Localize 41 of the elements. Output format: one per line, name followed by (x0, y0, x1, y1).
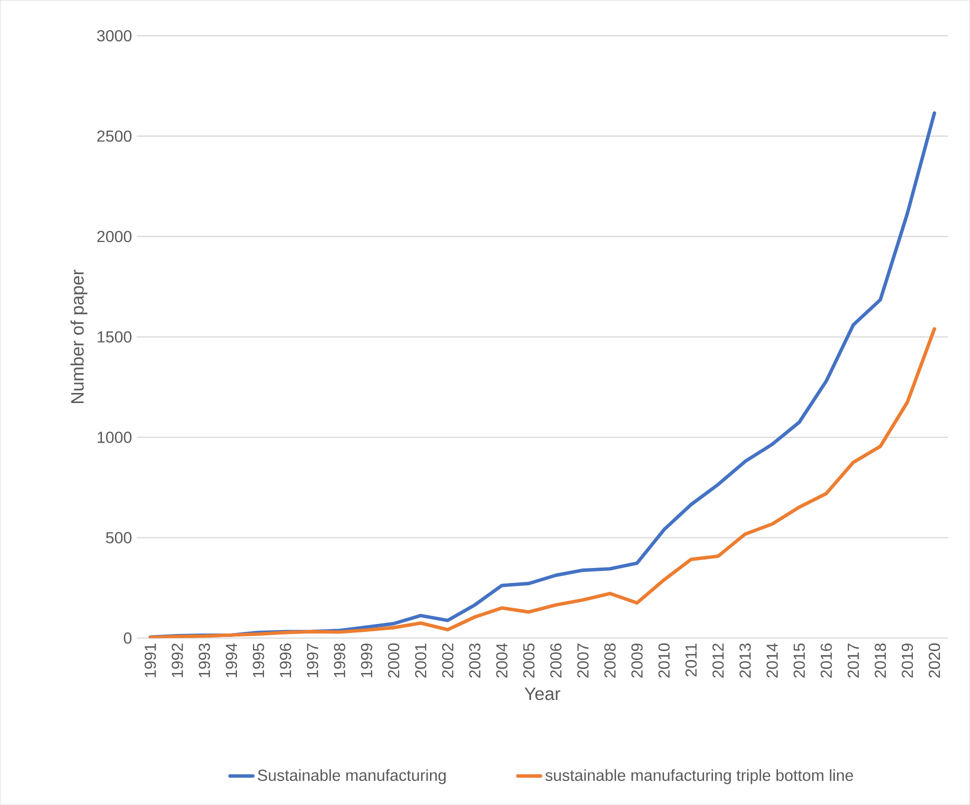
x-tick-label: 1993 (198, 644, 210, 678)
y-tick-label: 1000 (98, 432, 132, 444)
x-tick-label: 2007 (577, 644, 589, 678)
y-tick-label: 2000 (97, 230, 132, 242)
y-tick-label: 500 (106, 532, 132, 544)
x-tick-label: 2011 (685, 644, 697, 676)
x-tick-label: 1992 (172, 644, 184, 678)
x-tick-label: 1996 (280, 644, 292, 678)
x-tick-label: 2018 (874, 644, 886, 678)
x-tick-label: 2003 (469, 644, 480, 678)
x-tick-label: 2019 (902, 644, 914, 678)
x-tick-label: 2017 (848, 644, 859, 678)
y-axis-title: Number of paper (70, 270, 88, 404)
y-tick-label: 2500 (97, 130, 132, 142)
y-tick-label: 3000 (97, 30, 132, 42)
x-tick-label: 2016 (820, 644, 832, 678)
x-tick-label: 2008 (604, 644, 616, 678)
x-tick-label: 1991 (144, 644, 156, 678)
x-tick-label: 2009 (631, 644, 643, 678)
x-tick-label: 1998 (334, 644, 346, 678)
x-tick-label: 2001 (415, 644, 426, 678)
x-tick-label: 1994 (226, 643, 238, 678)
x-tick-label: 2012 (712, 644, 724, 678)
x-tick-label: 2015 (794, 644, 805, 678)
x-axis-title: Year (524, 688, 560, 700)
x-tick-label: 2004 (496, 643, 508, 678)
x-tick-label: 2002 (442, 644, 454, 678)
x-tick-label: 2010 (658, 643, 670, 678)
legend-label: Sustainable manufacturing (258, 769, 446, 784)
x-tick-label: 2005 (523, 644, 535, 678)
x-tick-label: 1997 (306, 644, 318, 678)
x-tick-label: 2020 (928, 643, 940, 678)
x-tick-label: 2000 (388, 643, 400, 678)
legend-label: sustainable manufacturing triple bottom line (545, 769, 854, 784)
y-tick-label: 1500 (98, 331, 132, 343)
x-tick-label: 2014 (766, 643, 778, 678)
x-tick-label: 2013 (739, 644, 751, 678)
y-tick-label: 0 (124, 632, 132, 644)
x-tick-label: 1999 (360, 644, 372, 678)
x-tick-label: 1995 (252, 644, 264, 678)
x-tick-label: 2006 (550, 644, 562, 678)
